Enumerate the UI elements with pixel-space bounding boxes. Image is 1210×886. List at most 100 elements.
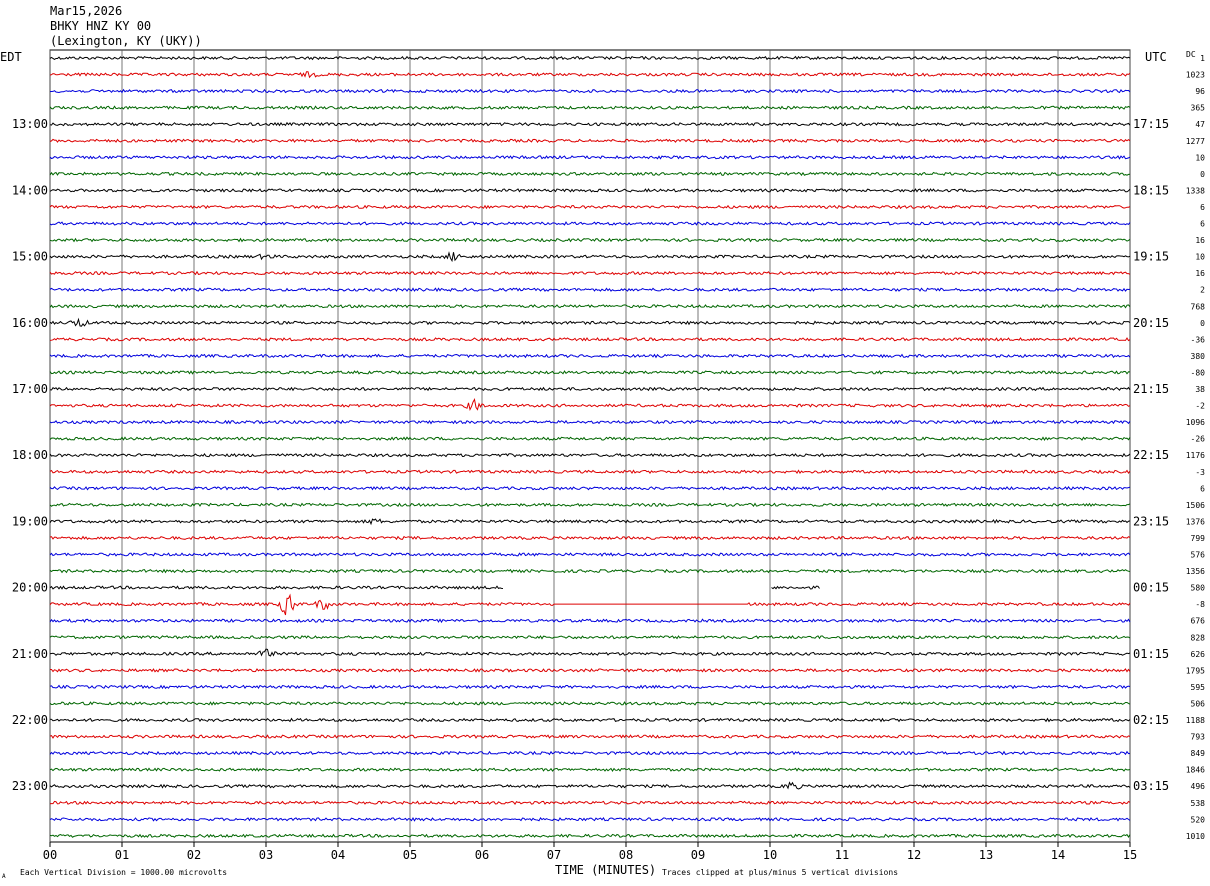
x-tick-label: 13 (979, 848, 993, 862)
dc-offset-label: 1277 (1186, 137, 1205, 146)
seismic-trace (49, 317, 1131, 327)
dc-offset-label: 676 (1191, 617, 1206, 626)
dc-offset-label: 520 (1191, 815, 1206, 824)
dc-offset-label: 799 (1191, 534, 1206, 543)
seismic-trace (49, 237, 1131, 243)
scale-note: Each Vertical Division = 1000.00 microvo… (20, 868, 228, 877)
dc-offset-label: 1338 (1186, 186, 1205, 195)
left-hour-label: 23:00 (12, 779, 48, 793)
dc-offset-label: 1176 (1186, 451, 1205, 460)
seismic-trace (49, 337, 1131, 342)
dc-offset-label: 849 (1191, 749, 1206, 758)
dc-offset-label: -3 (1195, 468, 1205, 477)
x-tick-label: 11 (835, 848, 849, 862)
dc-offset-label: 2 (1200, 286, 1205, 295)
right-hour-label: 01:15 (1133, 647, 1169, 661)
seismic-trace (49, 353, 1131, 359)
right-hour-label: 18:15 (1133, 183, 1169, 197)
dc-offset-label: 0 (1200, 170, 1205, 179)
record-date: Mar15,2026 (50, 4, 123, 18)
x-tick-label: 05 (403, 848, 417, 862)
x-tick-label: 09 (691, 848, 705, 862)
right-hour-label: 20:15 (1133, 316, 1169, 330)
dc-offset-label: 1188 (1186, 716, 1205, 725)
dc-offset-label: -26 (1191, 435, 1206, 444)
right-hour-label: 21:15 (1133, 382, 1169, 396)
right-hour-label: 00:15 (1133, 581, 1169, 595)
seismic-trace (49, 781, 1131, 790)
seismic-trace (49, 303, 1131, 309)
seismic-trace (49, 436, 1131, 441)
left-hour-label: 16:00 (12, 316, 48, 330)
left-hour-label: 13:00 (12, 117, 48, 131)
station-location: (Lexington, KY (UKY)) (50, 34, 202, 48)
dc-offset-label: 10 (1195, 253, 1205, 262)
dc-offset-label: 6 (1200, 203, 1205, 212)
dc-offset-label: 538 (1191, 799, 1206, 808)
seismic-trace (49, 419, 1131, 425)
left-timezone-label: EDT (0, 50, 22, 64)
x-tick-label: 04 (331, 848, 345, 862)
seismic-trace (49, 188, 1131, 193)
right-hour-label: 17:15 (1133, 117, 1169, 131)
right-timezone-label: UTC (1145, 50, 1167, 64)
left-hour-label: 15:00 (12, 250, 48, 264)
left-hour-label: 14:00 (12, 183, 48, 197)
dc-offset-label: 0 (1200, 319, 1205, 328)
x-tick-label: 14 (1051, 848, 1065, 862)
seismic-trace (49, 701, 1131, 706)
x-axis-title: TIME (MINUTES) (555, 863, 657, 877)
dc-offset-label: 16 (1195, 269, 1205, 278)
corner-mark: A (2, 873, 6, 880)
dc-offset-label: 6 (1200, 220, 1205, 229)
seismic-trace (49, 251, 1131, 263)
dc-offset-label: 828 (1191, 633, 1206, 642)
right-hour-label: 02:15 (1133, 713, 1169, 727)
seismic-trace (49, 648, 1131, 657)
seismic-trace (49, 502, 1131, 508)
right-hour-label: 19:15 (1133, 250, 1169, 264)
seismic-trace (49, 121, 1131, 127)
seismic-trace (49, 204, 1131, 210)
left-hour-label: 22:00 (12, 713, 48, 727)
seismic-trace (49, 593, 1131, 616)
dc-offset-label: -80 (1191, 368, 1206, 377)
clip-note: Traces clipped at plus/minus 5 vertical … (662, 868, 899, 877)
dc-offset-label: 6 (1200, 484, 1205, 493)
seismic-trace (49, 518, 1131, 526)
seismic-trace (49, 552, 1131, 557)
seismic-trace (49, 750, 1131, 756)
seismic-trace (49, 717, 1131, 723)
dc-header-label: DC (1186, 50, 1196, 59)
seismic-trace (49, 734, 1131, 739)
dc-offset-label: -2 (1195, 402, 1205, 411)
right-hour-label: 23:15 (1133, 514, 1169, 528)
dc-offset-label: 576 (1191, 551, 1206, 560)
dc-offset-label: 365 (1191, 104, 1206, 113)
x-tick-label: 12 (907, 848, 921, 862)
left-hour-label: 20:00 (12, 581, 48, 595)
seismic-trace (49, 287, 1131, 293)
dc-offset-label: 1 (1200, 54, 1205, 63)
station-code: BHKY HNZ KY 00 (50, 19, 152, 33)
seismic-trace (49, 221, 1131, 226)
dc-offset-label: 768 (1191, 302, 1206, 311)
x-tick-label: 06 (475, 848, 489, 862)
dc-offset-label: 96 (1195, 87, 1205, 96)
seismic-trace (49, 386, 1131, 392)
right-hour-label: 22:15 (1133, 448, 1169, 462)
x-tick-label: 02 (187, 848, 201, 862)
dc-offset-label: 1376 (1186, 517, 1205, 526)
seismic-trace (49, 71, 1131, 79)
right-hour-label: 03:15 (1133, 779, 1169, 793)
seismic-trace (50, 668, 1131, 673)
dc-offset-label: 380 (1191, 352, 1206, 361)
seismic-trace (49, 568, 1131, 574)
seismic-trace (49, 88, 1131, 94)
left-hour-label: 17:00 (12, 382, 48, 396)
left-hour-label: 19:00 (12, 514, 48, 528)
x-tick-label: 08 (619, 848, 633, 862)
dc-offset-label: 38 (1195, 385, 1205, 394)
seismic-trace (49, 105, 1131, 110)
seismic-trace (49, 800, 1131, 806)
